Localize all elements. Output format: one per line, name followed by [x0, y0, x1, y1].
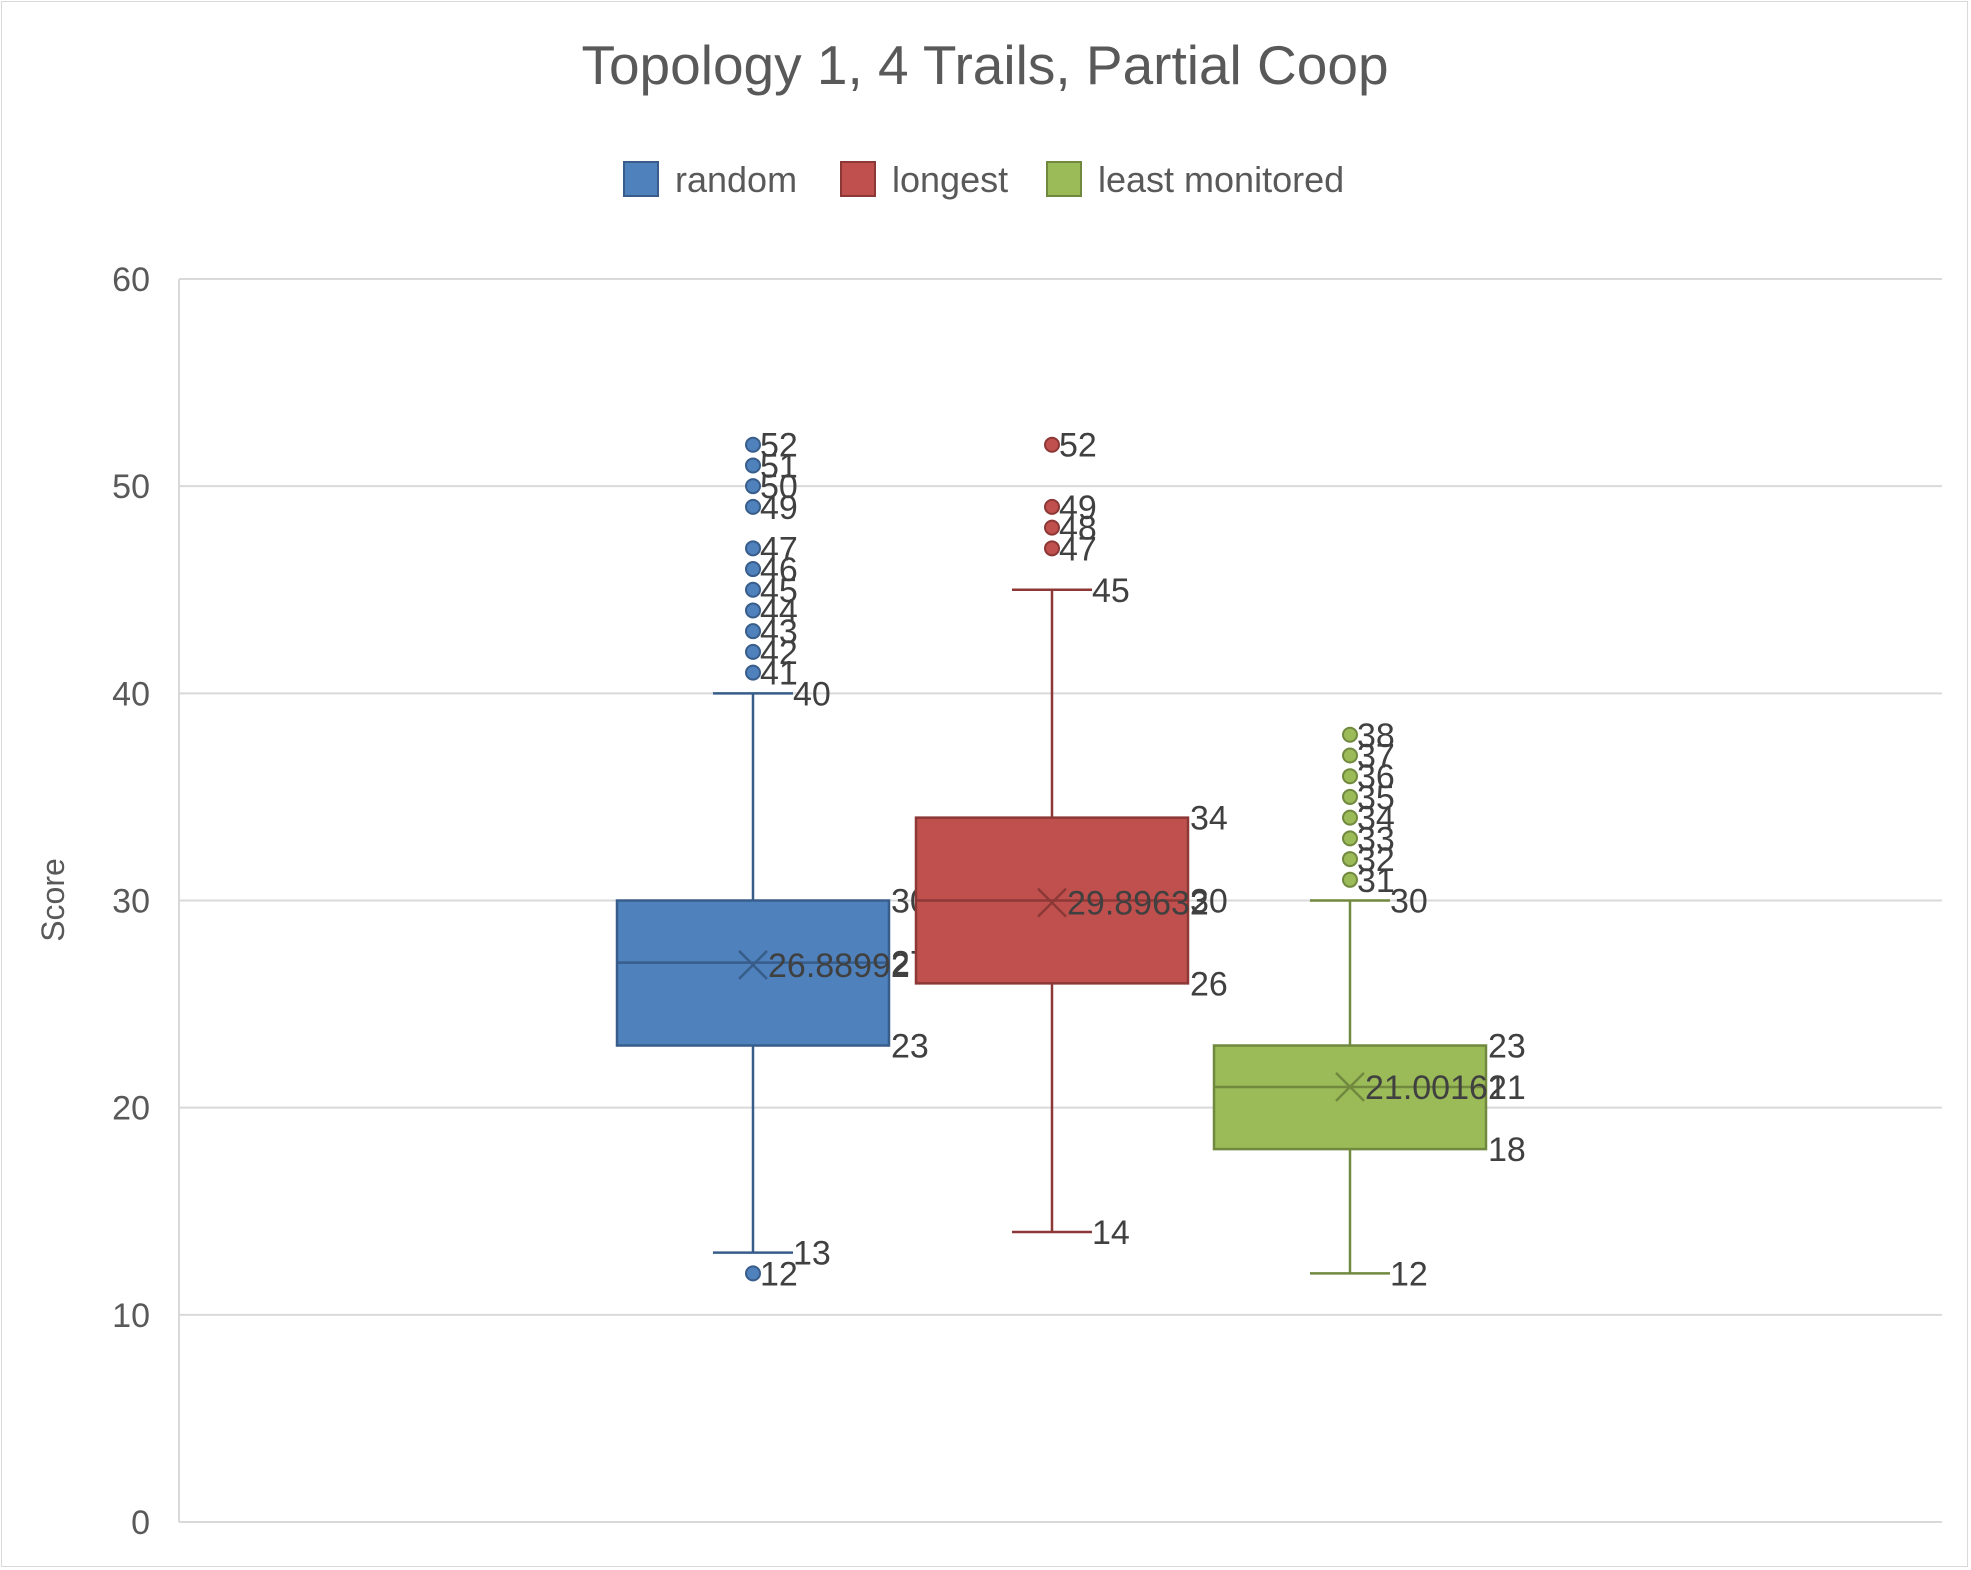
legend-swatch	[840, 161, 876, 197]
y-tick-label: 20	[112, 1090, 150, 1128]
outlier-point	[745, 581, 761, 598]
outlier-label: 36	[1357, 758, 1395, 796]
outlier-point	[1342, 747, 1358, 764]
max-label: 40	[793, 675, 831, 713]
outlier-point	[745, 457, 761, 474]
q1-label: 23	[891, 1028, 929, 1066]
legend-label: longest	[892, 159, 1008, 200]
y-tick-label: 0	[131, 1504, 150, 1542]
min-label: 13	[793, 1235, 831, 1273]
outlier-label: 52	[760, 427, 798, 465]
outlier-point	[745, 643, 761, 660]
outlier-label: 48	[1059, 510, 1097, 548]
outlier-point	[1342, 788, 1358, 805]
outlier-point	[1342, 726, 1358, 743]
outlier-point	[745, 540, 761, 557]
outlier-label: 43	[760, 613, 798, 651]
outlier-point	[745, 561, 761, 578]
median-label: 21	[1488, 1069, 1526, 1107]
outlier-point	[1342, 809, 1358, 826]
legend-swatch	[623, 161, 659, 197]
outlier-point	[1044, 498, 1060, 515]
outlier-point	[1342, 768, 1358, 785]
chart-title: Topology 1, 4 Trails, Partial Coop	[581, 34, 1388, 96]
outlier-label: 34	[1357, 800, 1395, 838]
y-tick-label: 60	[112, 261, 150, 299]
outlier-label: 45	[760, 572, 798, 610]
outlier-label: 50	[760, 468, 798, 506]
outlier-point	[1342, 871, 1358, 888]
y-tick-label: 40	[112, 675, 150, 713]
q3-label: 23	[1488, 1028, 1526, 1066]
box	[615, 899, 891, 1047]
outlier-label: 35	[1357, 779, 1395, 817]
outlier-label: 38	[1357, 717, 1395, 755]
max-label: 30	[1390, 883, 1428, 921]
mean-marker	[1335, 1072, 1365, 1102]
mean-label: 21.00161	[1365, 1069, 1507, 1107]
outlier-point	[745, 602, 761, 619]
outlier-point	[1342, 830, 1358, 847]
legend-swatch	[1046, 161, 1082, 197]
mean-marker	[738, 950, 768, 980]
outlier-point	[1044, 540, 1060, 557]
median-label: 30	[1190, 883, 1228, 921]
y-axis-ticks: 0 10 20 30 40 50 60	[112, 261, 150, 1542]
min-label: 12	[1390, 1255, 1428, 1293]
y-axis-label: Score	[35, 858, 71, 942]
outlier-label: 31	[1357, 862, 1395, 900]
outlier-point	[745, 436, 761, 453]
plot-area: 124142434445464749505152302327401326.889…	[615, 427, 1526, 1293]
outlier-label: 51	[760, 447, 798, 485]
legend: random longest least monitored	[623, 159, 1344, 200]
legend-label: random	[675, 159, 797, 200]
mean-label: 29.89632	[1067, 885, 1209, 923]
mean-label: 26.88992	[768, 947, 910, 985]
outlier-label: 37	[1357, 737, 1395, 775]
q1-label: 26	[1190, 965, 1228, 1003]
outlier-label: 49	[1059, 489, 1097, 527]
outlier-point	[745, 498, 761, 515]
y-tick-label: 10	[112, 1297, 150, 1335]
outlier-point	[1044, 519, 1060, 536]
y-tick-label: 30	[112, 883, 150, 921]
outlier-label: 12	[760, 1255, 798, 1293]
box-series: 124142434445464749505152302327401326.889…	[615, 427, 929, 1293]
outlier-label: 47	[1059, 530, 1097, 568]
min-label: 14	[1092, 1214, 1130, 1252]
outlier-label: 52	[1059, 427, 1097, 465]
outlier-label: 47	[760, 530, 798, 568]
box	[1212, 1044, 1488, 1151]
outlier-label: 41	[760, 655, 798, 693]
max-label: 45	[1092, 572, 1130, 610]
outlier-label: 44	[760, 592, 798, 630]
q3-label: 34	[1190, 800, 1228, 838]
outlier-point	[745, 478, 761, 495]
outlier-point	[1342, 851, 1358, 868]
outlier-point	[745, 623, 761, 640]
outlier-point	[745, 1265, 761, 1282]
legend-label: least monitored	[1098, 159, 1344, 200]
q1-label: 18	[1488, 1131, 1526, 1169]
outlier-point	[1044, 436, 1060, 453]
outlier-point	[745, 664, 761, 681]
outlier-label: 42	[760, 634, 798, 672]
mean-marker	[1037, 887, 1067, 918]
outlier-label: 49	[760, 489, 798, 527]
outlier-label: 33	[1357, 820, 1395, 858]
y-tick-label: 50	[112, 468, 150, 506]
outlier-label: 46	[760, 551, 798, 589]
gridlines	[178, 278, 1942, 1523]
outlier-label: 32	[1357, 841, 1395, 879]
